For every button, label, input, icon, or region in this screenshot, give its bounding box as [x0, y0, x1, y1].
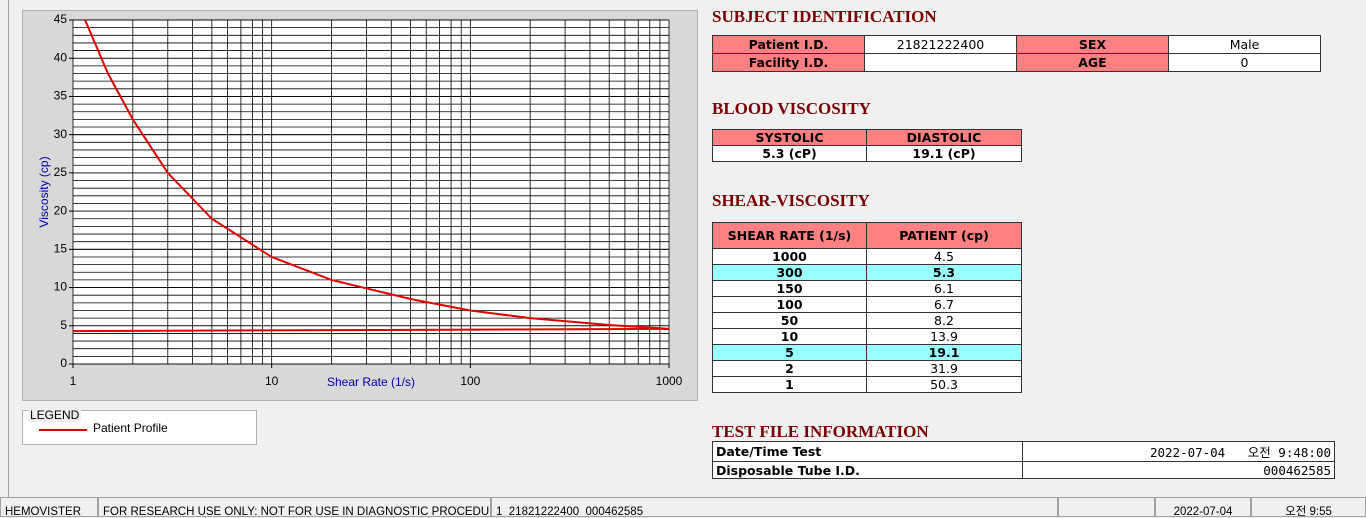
shear-rate: 150 [712, 280, 867, 297]
patient-value: 8.2 [866, 312, 1022, 329]
column-header: DIASTOLIC [866, 129, 1022, 146]
patient-value: 6.7 [866, 296, 1022, 313]
field-label: AGE [1016, 53, 1169, 72]
patient-value: 13.9 [866, 328, 1022, 345]
table-row: Date/Time Test 2022-07-04 오전 9:48:00 [712, 441, 1335, 462]
value-cell: 5.3 (cP) [712, 145, 867, 162]
table-row: 1 50.3 [712, 376, 1022, 393]
y-tick-label: 20 [54, 203, 68, 217]
table-row: 5.3 (cP) 19.1 (cP) [712, 145, 1022, 162]
shear-rate: 100 [712, 296, 867, 313]
table-row: Patient I.D. 21821222400 SEX Male [712, 35, 1321, 54]
y-tick-label: 30 [54, 127, 68, 141]
patient-value: 4.5 [866, 248, 1022, 265]
shear-rate: 10 [712, 328, 867, 345]
field-label: Disposable Tube I.D. [712, 461, 1023, 479]
shear-rate: 5 [712, 344, 867, 361]
table-row: 150 6.1 [712, 280, 1022, 297]
table-row: 2 31.9 [712, 360, 1022, 377]
table-row: 1000 4.5 [712, 248, 1022, 265]
patient-value: 5.3 [866, 264, 1022, 281]
y-tick-label: 40 [54, 50, 68, 64]
x-axis-label: Shear Rate (1/s) [327, 375, 415, 389]
patient-value: 31.9 [866, 360, 1022, 377]
header-row: SHEAR RATE (1/s) PATIENT (cp) [712, 222, 1022, 249]
chart-panel: Shear Rate (1/s) Viscosity (cp) 0 5 10 15 20… [22, 10, 698, 401]
patient-value: 50.3 [866, 376, 1022, 393]
y-tick-label: 35 [54, 89, 68, 103]
value-cell: 19.1 (cP) [866, 145, 1022, 162]
table-row: 50 8.2 [712, 312, 1022, 329]
subject-table: Patient I.D. 21821222400 SEX Male Facility I… [712, 35, 1321, 72]
shear-rate: 1000 [712, 248, 867, 265]
field-value: 21821222400 [864, 35, 1017, 54]
chart: Shear Rate (1/s) Viscosity (cp) 0 5 10 15 20… [37, 12, 683, 389]
series-line [73, 327, 669, 333]
status-cell: 오전 9:55 [1251, 497, 1366, 517]
shear-rate: 300 [712, 264, 867, 281]
blood-viscosity-table: SYSTOLIC DIASTOLIC 5.3 (cP) 19.1 (cP) [712, 129, 1022, 162]
field-value: 2022-07-04 오전 9:48:00 [1022, 441, 1335, 462]
x-tick-label: 100 [460, 374, 480, 388]
left-border [8, 0, 9, 497]
header-row: SYSTOLIC DIASTOLIC [712, 129, 1022, 146]
field-value: Male [1168, 35, 1321, 54]
y-tick-label: 45 [54, 12, 68, 26]
status-cell: 2022-07-04 [1155, 497, 1251, 517]
table-row: Facility I.D. AGE 0 [712, 53, 1321, 72]
series-line [84, 20, 669, 330]
plot-area [73, 20, 669, 364]
table-row: 300 5.3 [712, 264, 1022, 281]
legend: LEGEND Patient Profile [22, 408, 257, 445]
status-cell: FOR RESEARCH USE ONLY: NOT FOR USE IN DI… [98, 497, 491, 517]
shear-rate: 2 [712, 360, 867, 377]
column-header: SHEAR RATE (1/s) [712, 222, 867, 249]
field-value: 000462585 [1022, 461, 1335, 479]
y-tick-label: 15 [54, 242, 68, 256]
y-axis-label: Viscosity (cp) [37, 156, 51, 227]
field-value [864, 53, 1017, 72]
field-label: SEX [1016, 35, 1169, 54]
section-title: TEST FILE INFORMATION [712, 422, 929, 441]
status-cell: 1 21821222400 000462585 [491, 497, 1058, 517]
table-row: 10 13.9 [712, 328, 1022, 345]
shear-rate: 50 [712, 312, 867, 329]
status-cell-empty [1058, 497, 1155, 517]
legend-label: Patient Profile [93, 421, 168, 435]
table-row: Disposable Tube I.D. 000462585 [712, 461, 1335, 479]
shear-rate: 1 [712, 376, 867, 393]
field-label: Facility I.D. [712, 53, 865, 72]
section-title: SHEAR-VISCOSITY [712, 191, 870, 210]
status-bar: HEMOVISTER FOR RESEARCH USE ONLY: NOT FOR… [0, 497, 1366, 518]
legend-swatch [39, 429, 87, 431]
test-file-table: Date/Time Test 2022-07-04 오전 9:48:00 Dispo… [712, 441, 1335, 479]
section-title: BLOOD VISCOSITY [712, 99, 871, 118]
section-title: SUBJECT IDENTIFICATION [712, 7, 937, 26]
patient-value: 19.1 [866, 344, 1022, 361]
y-tick-label: 5 [60, 318, 67, 332]
y-tick-label: 0 [60, 356, 67, 370]
table-row: 5 19.1 [712, 344, 1022, 361]
y-tick-label: 25 [54, 165, 68, 179]
shear-viscosity-table: SHEAR RATE (1/s) PATIENT (cp) 1000 4.5 300 5.… [712, 222, 1022, 393]
field-value: 0 [1168, 53, 1321, 72]
x-tick-label: 10 [265, 374, 279, 388]
column-header: PATIENT (cp) [866, 222, 1022, 249]
patient-value: 6.1 [866, 280, 1022, 297]
x-tick-label: 1000 [656, 374, 683, 388]
x-tick-label: 1 [70, 374, 77, 388]
status-cell: HEMOVISTER [0, 497, 98, 517]
table-row: 100 6.7 [712, 296, 1022, 313]
field-label: Patient I.D. [712, 35, 865, 54]
column-header: SYSTOLIC [712, 129, 867, 146]
field-label: Date/Time Test [712, 441, 1023, 462]
legend-title: LEGEND [28, 408, 82, 422]
y-tick-label: 10 [54, 280, 68, 294]
